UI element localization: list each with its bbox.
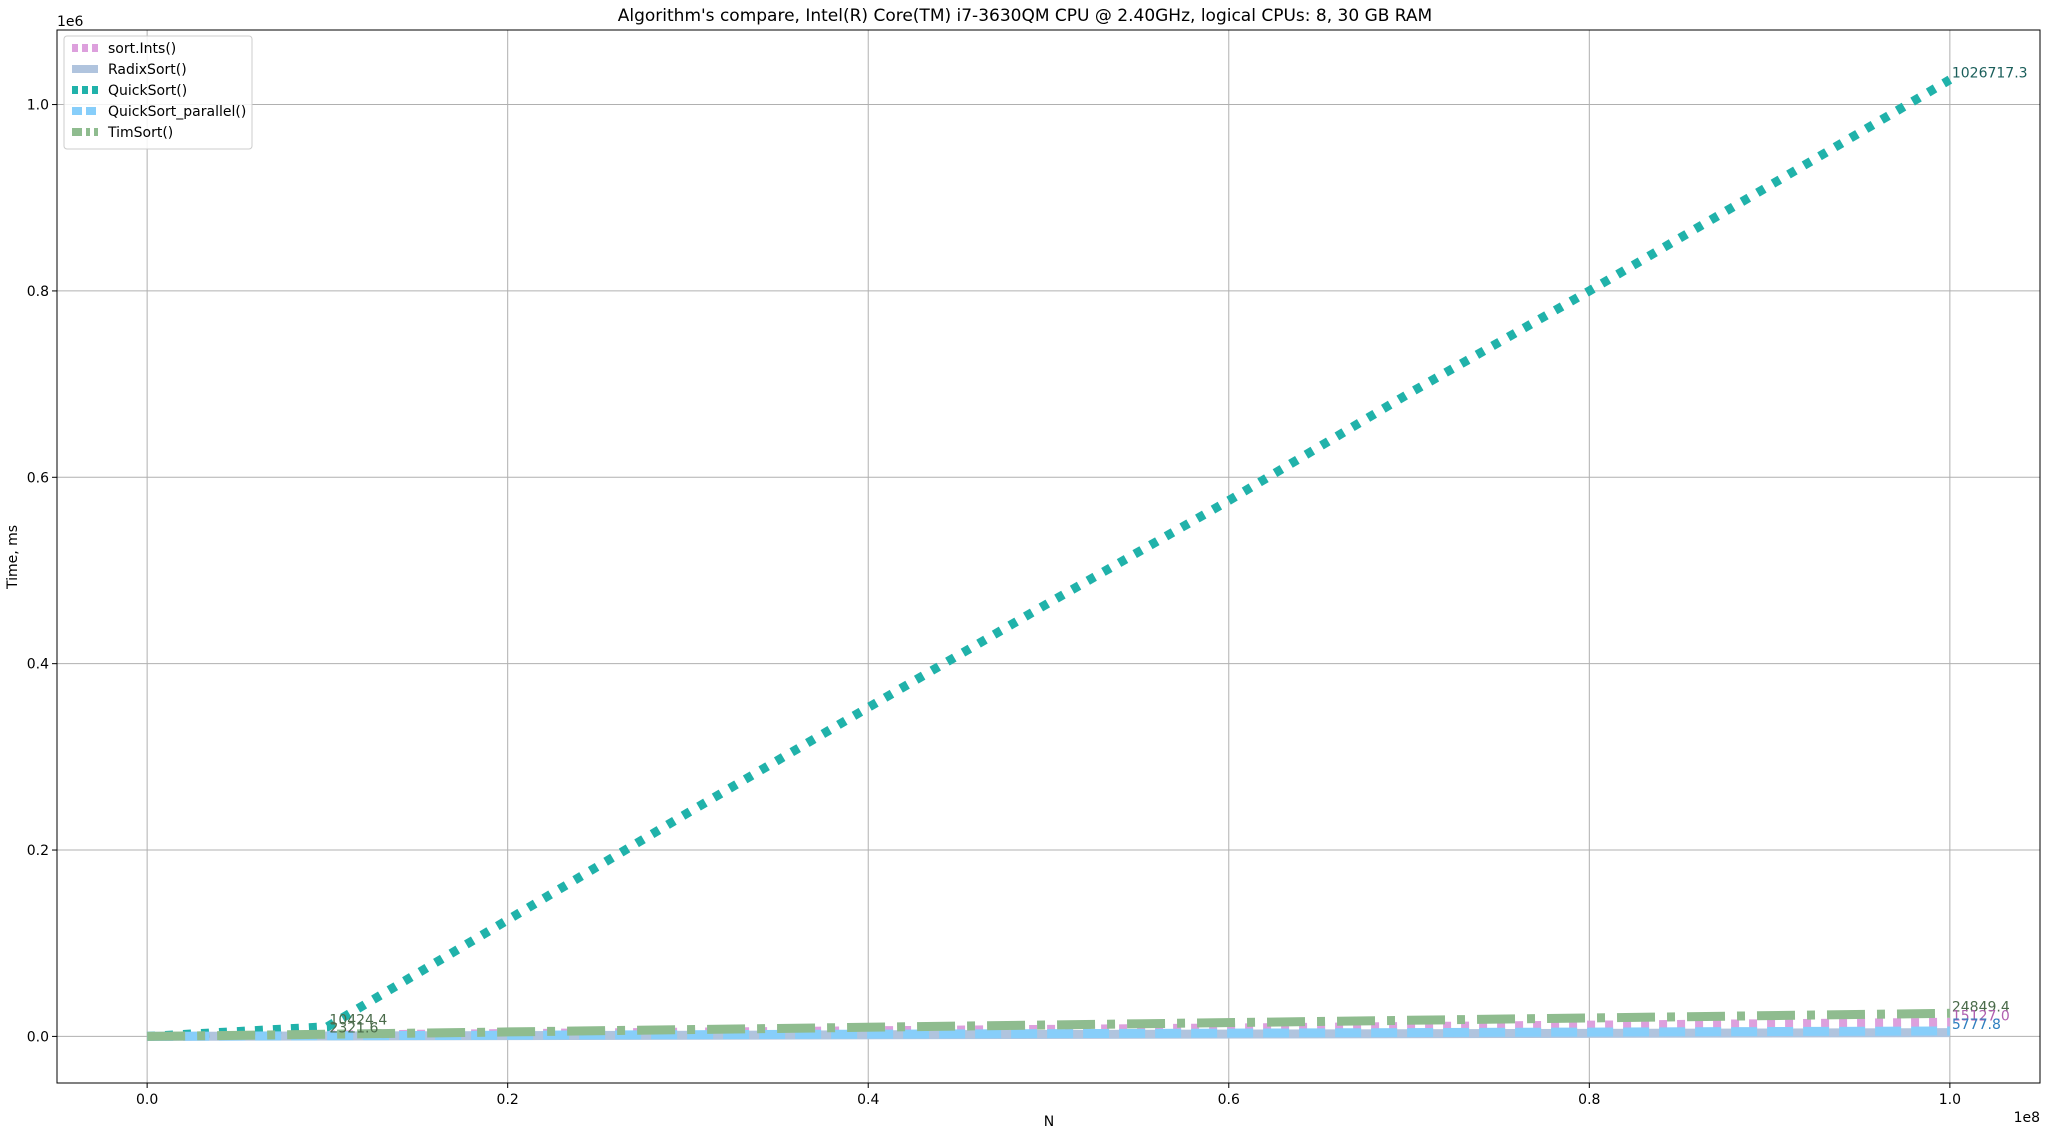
annotation-label: 24849.4 — [1952, 999, 2010, 1015]
annotation-label: 5777.8 — [1952, 1017, 2001, 1033]
series-line-3 — [147, 1026, 1950, 1041]
x-tick-label: 0.8 — [1578, 1092, 1600, 1108]
legend-label-2: QuickSort() — [108, 83, 187, 99]
x-tick-label: 0.6 — [1218, 1092, 1240, 1108]
y-tick-label: 0.2 — [27, 843, 49, 859]
plot-frame — [56, 29, 2041, 1084]
annotation-label: 10424.4 — [329, 1013, 387, 1029]
legend: sort.Ints() RadixSort() QuickSort() QuickSo… — [63, 35, 253, 150]
y-offset-label: 1e6 — [57, 14, 84, 30]
y-ticks: 0.0 0.2 0.4 0.6 0.8 1.0 — [27, 98, 57, 1045]
legend-label-3: QuickSort_parallel() — [108, 104, 246, 120]
x-offset-label: 1e8 — [2014, 1110, 2040, 1126]
x-tick-label: 0.2 — [497, 1092, 519, 1108]
annotation-label: 15127.0 — [1952, 1008, 2010, 1024]
annotation-label: 2321.6 — [329, 1020, 378, 1036]
y-axis-label: Time, ms — [5, 525, 21, 590]
y-tick-label: 1.0 — [27, 98, 49, 114]
y-tick-label: 0.4 — [27, 657, 49, 673]
legend-label-0: sort.Ints() — [108, 41, 176, 57]
x-tick-label: 0.0 — [136, 1092, 158, 1108]
legend-label-4: TimSort() — [107, 125, 173, 141]
y-tick-label: 0.8 — [27, 284, 49, 300]
series-lines — [146, 75, 1953, 1041]
x-ticks: 0.0 0.2 0.4 0.6 0.8 1.0 — [136, 1083, 1961, 1108]
legend-label-1: RadixSort() — [108, 62, 187, 78]
x-axis-label: N — [1044, 1114, 1054, 1130]
y-tick-label: 0.0 — [27, 1029, 49, 1045]
legend-box — [63, 35, 253, 150]
y-tick-label: 0.6 — [27, 470, 49, 486]
chart-title: Algorithm's compare, Intel(R) Core(TM) i… — [618, 6, 1432, 26]
x-tick-label: 1.0 — [1939, 1092, 1961, 1108]
x-tick-label: 0.4 — [857, 1092, 879, 1108]
series-line-2 — [146, 75, 1953, 1041]
annotation-label: 1026717.3 — [1952, 66, 2028, 82]
grid — [57, 30, 2040, 1083]
series-line-4 — [147, 1008, 1950, 1041]
